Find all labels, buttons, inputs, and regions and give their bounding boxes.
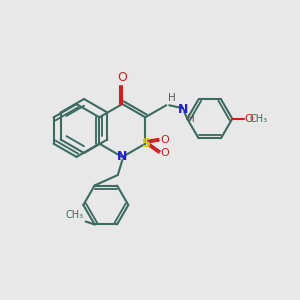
Text: N: N bbox=[117, 151, 128, 164]
Text: H: H bbox=[168, 93, 176, 103]
Text: S: S bbox=[141, 137, 150, 150]
Text: O: O bbox=[244, 114, 253, 124]
Text: CH₃: CH₃ bbox=[66, 210, 84, 220]
Text: CH₃: CH₃ bbox=[249, 114, 267, 124]
Text: O: O bbox=[117, 70, 127, 84]
Text: H: H bbox=[187, 114, 194, 124]
Text: N: N bbox=[178, 103, 189, 116]
Text: O: O bbox=[160, 135, 169, 145]
Text: O: O bbox=[160, 148, 169, 158]
